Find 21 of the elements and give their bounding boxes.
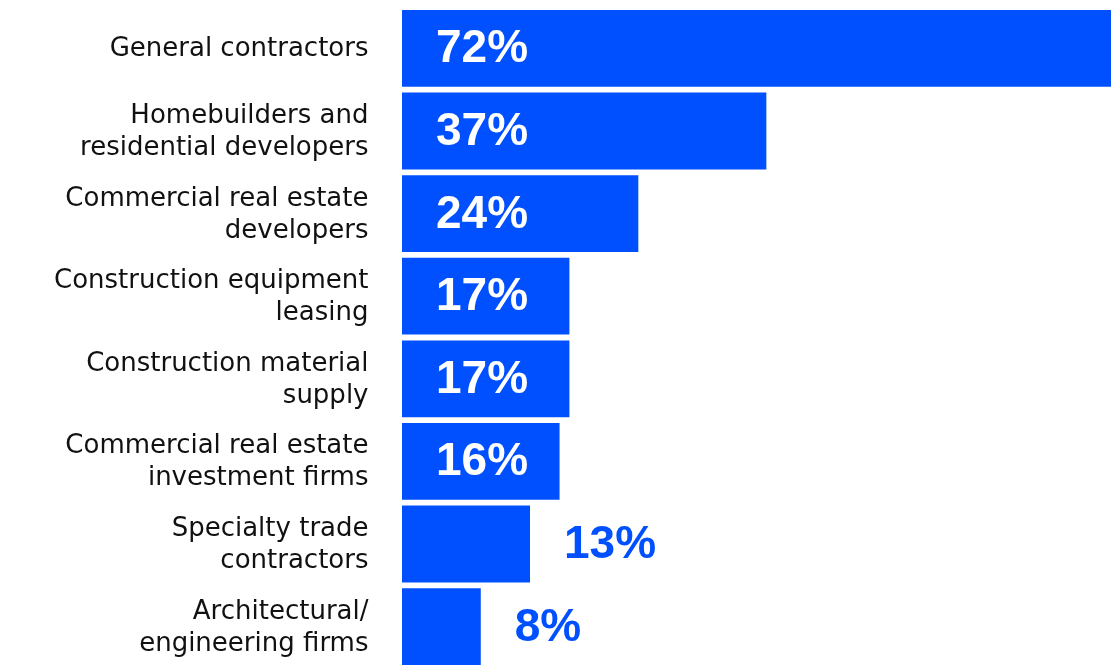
- data-label: 8%: [514, 598, 582, 651]
- data-label: 17%: [436, 350, 529, 403]
- bar: [402, 92, 767, 170]
- bar: [402, 588, 481, 665]
- bar: [402, 10, 1111, 87]
- y-tick-label: Commercial real estate investment firms: [65, 429, 369, 492]
- data-label: 72%: [436, 20, 529, 73]
- y-tick-label: Architectural/ engineering firms: [139, 594, 369, 657]
- data-label: 17%: [436, 268, 529, 321]
- data-label: 24%: [436, 185, 529, 238]
- data-label: 37%: [436, 103, 529, 156]
- y-tick-label: Homebuilders and residential developers: [80, 99, 369, 162]
- y-tick-label: Construction equipment leasing: [53, 264, 369, 327]
- bar: [402, 505, 531, 583]
- data-label: 13%: [564, 515, 657, 568]
- bar: [402, 175, 639, 253]
- y-tick-label: General contractors: [109, 32, 369, 63]
- data-label: 16%: [436, 433, 529, 486]
- y-tick-label: Construction material supply: [86, 346, 369, 409]
- y-tick-label: Commercial real estate developers: [65, 181, 369, 244]
- y-tick-label: Specialty trade contractors: [171, 511, 369, 574]
